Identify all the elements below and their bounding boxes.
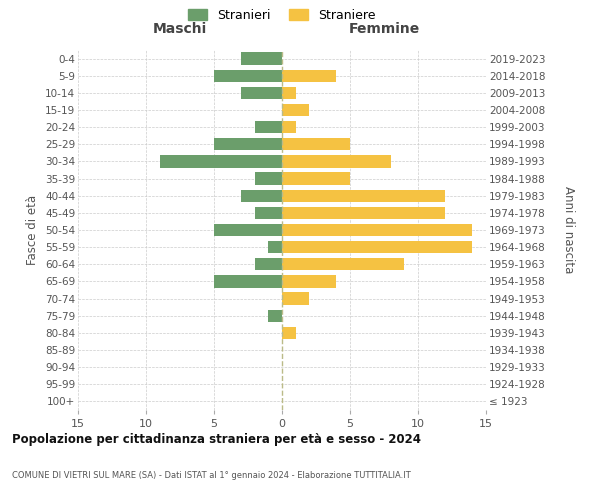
Bar (268, 310, 282, 322)
Text: Femmine: Femmine (349, 22, 419, 36)
Bar (282, 86, 296, 99)
Legend: Stranieri, Straniere: Stranieri, Straniere (188, 8, 376, 22)
Y-axis label: Anni di nascita: Anni di nascita (562, 186, 575, 274)
Bar (214, 224, 282, 236)
Bar (282, 121, 296, 134)
Bar (255, 121, 282, 134)
Bar (268, 241, 282, 254)
Bar (282, 138, 350, 150)
Text: Popolazione per cittadinanza straniera per età e sesso - 2024: Popolazione per cittadinanza straniera p… (12, 432, 421, 446)
Bar (282, 206, 445, 219)
Text: Maschi: Maschi (153, 22, 207, 36)
Bar (282, 190, 445, 202)
Bar (214, 70, 282, 82)
Bar (282, 258, 404, 270)
Bar (282, 326, 296, 339)
Bar (282, 70, 337, 82)
Bar (241, 190, 282, 202)
Bar (282, 104, 309, 116)
Bar (282, 224, 472, 236)
Bar (255, 258, 282, 270)
Bar (214, 276, 282, 287)
Y-axis label: Fasce di età: Fasce di età (26, 195, 40, 265)
Bar (282, 241, 472, 254)
Bar (255, 206, 282, 219)
Bar (282, 276, 337, 287)
Text: COMUNE DI VIETRI SUL MARE (SA) - Dati ISTAT al 1° gennaio 2024 - Elaborazione TU: COMUNE DI VIETRI SUL MARE (SA) - Dati IS… (12, 470, 411, 480)
Bar (282, 156, 391, 168)
Bar (282, 172, 350, 184)
Bar (160, 156, 282, 168)
Bar (255, 172, 282, 184)
Bar (214, 138, 282, 150)
Bar (241, 52, 282, 64)
Bar (282, 292, 309, 304)
Bar (241, 86, 282, 99)
